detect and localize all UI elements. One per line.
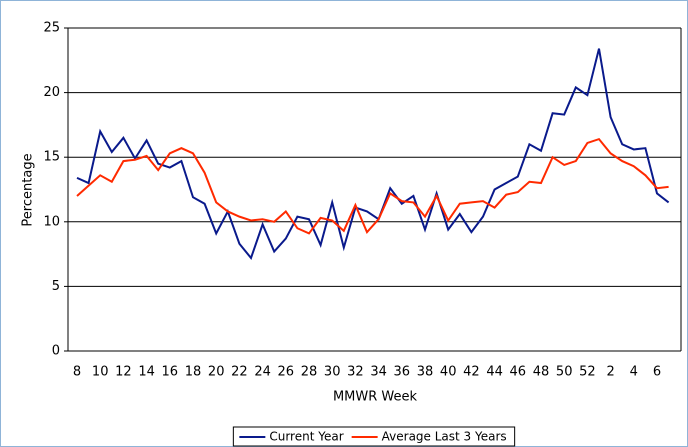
y-tick-label: 5 [52, 279, 60, 294]
x-tick-label: 4 [630, 365, 638, 380]
y-tick-label: 25 [43, 21, 60, 36]
y-tick-label: 10 [43, 214, 60, 229]
series-line [76, 137, 669, 235]
x-tick-label: 48 [533, 365, 550, 380]
x-tick-label: 50 [556, 365, 573, 380]
x-tick-label: 18 [185, 365, 202, 380]
y-tick-label: 20 [43, 85, 60, 100]
x-tick-label: 28 [301, 365, 318, 380]
legend-label: Current Year [269, 430, 343, 444]
x-tick-label: 20 [208, 365, 225, 380]
x-tick-label: 46 [510, 365, 527, 380]
x-tick-label: 40 [440, 365, 457, 380]
x-tick-label: 16 [162, 365, 179, 380]
x-tick-label: 52 [579, 365, 596, 380]
x-tick-label: 2 [606, 365, 614, 380]
x-tick-label: 14 [138, 365, 155, 380]
x-axis-label: MMWR Week [333, 390, 418, 405]
x-tick-label: 10 [92, 365, 109, 380]
x-tick-label: 26 [278, 365, 295, 380]
y-axis-label: Percentage [21, 153, 36, 226]
x-tick-label: 36 [394, 365, 411, 380]
legend: Current Year Average Last 3 Years [232, 426, 516, 447]
x-tick-label: 34 [370, 365, 387, 380]
y-tick-label: 0 [52, 344, 60, 359]
x-tick-label: 44 [486, 365, 503, 380]
y-tick-label: 15 [43, 150, 60, 165]
x-tick-label: 24 [254, 365, 271, 380]
x-tick-label: 22 [231, 365, 248, 380]
x-tick-label: 6 [653, 365, 661, 380]
x-tick-label: 12 [115, 365, 132, 380]
series-line [76, 48, 670, 260]
x-tick-label: 38 [417, 365, 434, 380]
x-tick-label: 8 [73, 365, 81, 380]
x-tick-label: 42 [463, 365, 480, 380]
x-tick-label: 30 [324, 365, 341, 380]
legend-label: Average Last 3 Years [382, 430, 507, 444]
x-tick-label: 32 [347, 365, 364, 380]
